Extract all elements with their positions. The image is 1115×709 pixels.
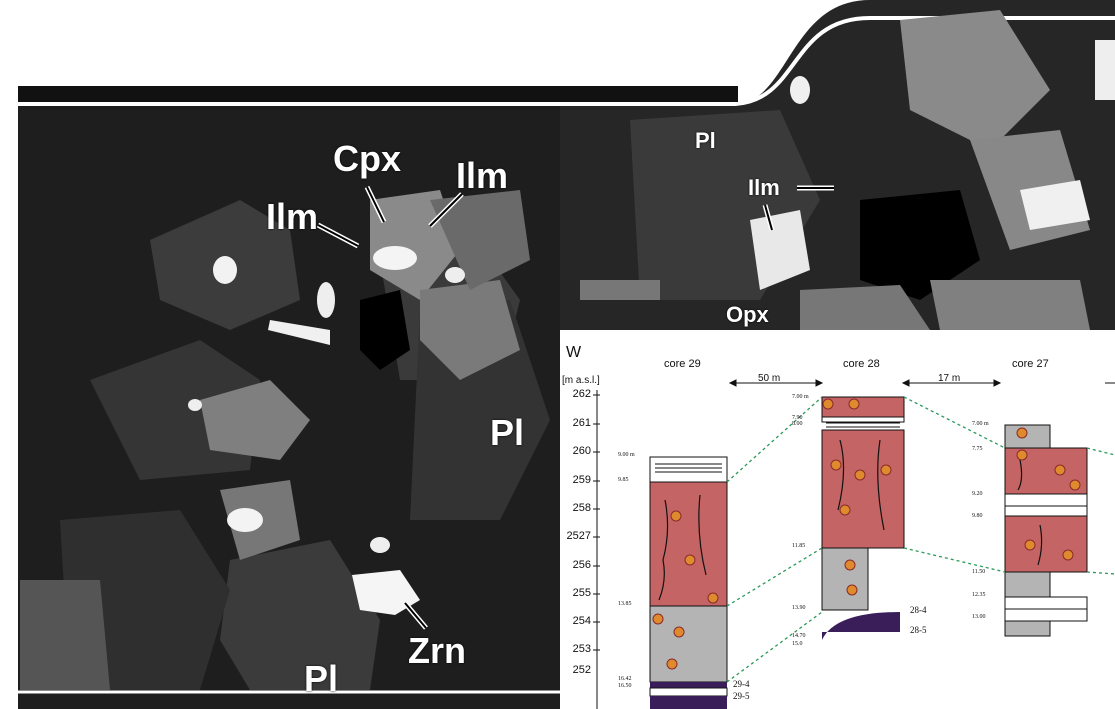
depth-label: 9.85 <box>618 477 629 483</box>
y-tick: 254 <box>572 615 591 627</box>
unit-label: [m a.s.l.] <box>562 375 600 386</box>
depth-label: 7.00 m <box>972 421 989 427</box>
y-tick: 253 <box>572 643 591 655</box>
depth-label: 11.85 <box>792 543 806 549</box>
depth-label: 7.90 <box>792 415 803 421</box>
core-title: core 27 <box>1012 358 1049 370</box>
layer-label: 28-5 <box>910 625 927 635</box>
depth-label: 13.85 <box>618 601 632 607</box>
depth-label: 12.35 <box>972 592 986 598</box>
depth-label: 15.0 <box>792 641 803 647</box>
depth-label: 8.00 <box>792 421 803 427</box>
depth-label: 14.70 <box>792 633 806 639</box>
mineral-label-zrn: Zrn <box>408 630 466 671</box>
depth-label: 13.00 <box>972 614 986 620</box>
mineral-label-ilm: Ilm <box>456 155 509 196</box>
mineral-label-pl: Pl <box>490 412 525 453</box>
y-tick: 258 <box>572 502 591 514</box>
core-title: core 29 <box>664 358 701 370</box>
depth-label: 7.00 m <box>792 394 809 400</box>
depth-label: 16.50 <box>618 683 632 689</box>
y-tick: 260 <box>572 445 591 457</box>
depth-label: 7.75 <box>972 446 983 452</box>
y-tick: 261 <box>572 417 591 429</box>
y-tick: 262 <box>572 388 591 400</box>
distance-label: 17 m <box>938 373 961 384</box>
mineral-label-opx: Opx <box>726 302 769 327</box>
depth-label: 9.00 m <box>618 452 635 458</box>
depth-label: 9.80 <box>972 513 983 519</box>
depth-label: 16.42 <box>618 676 632 682</box>
y-tick: 256 <box>572 559 591 571</box>
depth-label: 9.20 <box>972 491 983 497</box>
y-tick: 255 <box>572 587 591 599</box>
mineral-label-pl: Pl <box>695 128 716 153</box>
mineral-label-pl: Pl <box>304 658 339 699</box>
mineral-label-ilm: Ilm <box>748 175 780 200</box>
layer-label: 29-5 <box>733 691 750 701</box>
layer-label: 29-4 <box>733 679 750 689</box>
mineral-label-cpx: Cpx <box>333 138 402 179</box>
direction-label: W <box>566 344 582 361</box>
layer-label: 28-4 <box>910 605 927 615</box>
depth-label: 13.90 <box>792 605 806 611</box>
depth-label: 11.50 <box>972 569 986 575</box>
section-drawing <box>593 379 1115 709</box>
distance-label: 50 m <box>758 373 781 384</box>
y-tick: 259 <box>572 474 591 486</box>
y-tick: 252 <box>572 664 591 676</box>
y-tick: 2527 <box>566 530 591 542</box>
core-title: core 28 <box>843 358 880 370</box>
mineral-label-ilm: Ilm <box>266 196 319 237</box>
